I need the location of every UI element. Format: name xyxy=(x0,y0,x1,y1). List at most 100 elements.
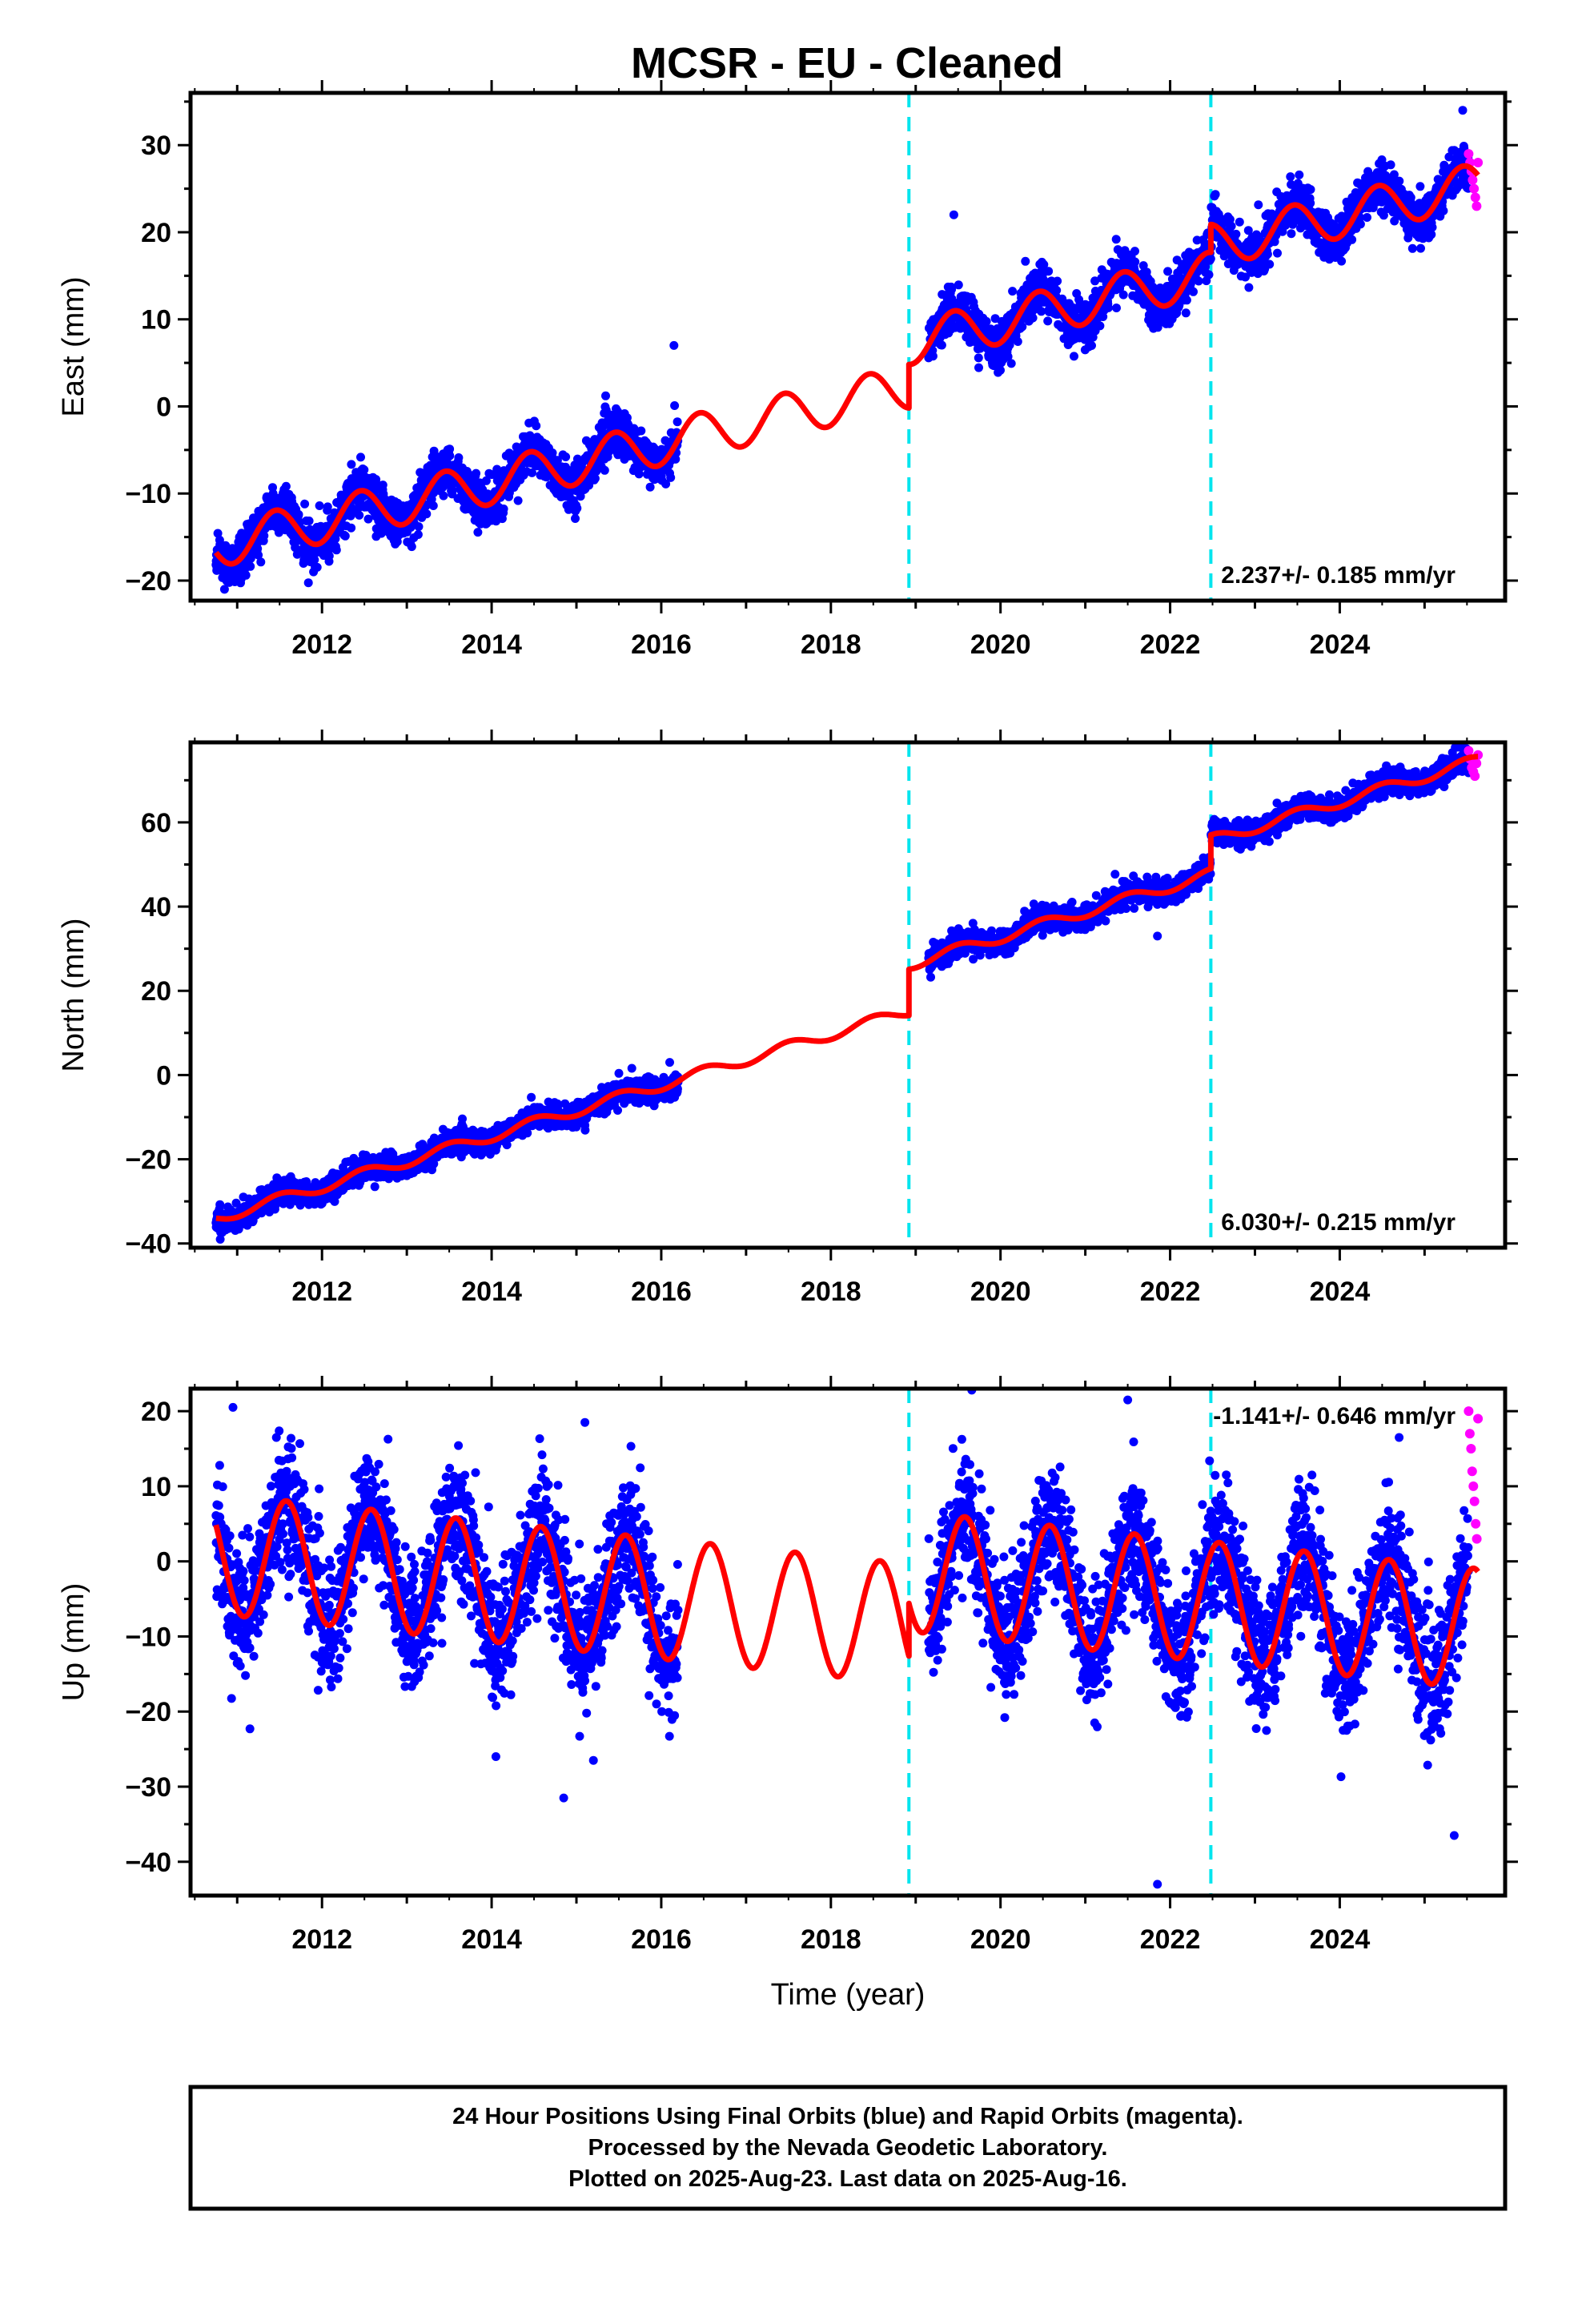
x-tick-label: 2018 xyxy=(801,629,861,660)
x-tick-label: 2016 xyxy=(631,629,692,660)
data-point xyxy=(315,501,324,510)
data-point xyxy=(1355,219,1365,229)
data-point xyxy=(1103,303,1113,312)
outlier-point xyxy=(309,567,319,577)
data-point xyxy=(532,421,541,431)
data-point xyxy=(513,496,523,505)
data-point xyxy=(937,340,946,350)
data-point xyxy=(303,578,313,588)
rapid-point xyxy=(1473,158,1484,167)
data-point xyxy=(473,528,483,537)
outlier-point xyxy=(669,340,679,350)
data-point xyxy=(1006,359,1016,368)
rapid-point xyxy=(1464,149,1474,159)
data-point xyxy=(256,557,266,567)
data-point xyxy=(363,514,373,524)
data-point xyxy=(590,474,600,483)
data-point xyxy=(304,517,314,525)
data-point xyxy=(561,452,571,461)
data-point xyxy=(1407,243,1417,253)
data-point xyxy=(472,468,481,478)
data-point xyxy=(1021,256,1030,266)
data-point xyxy=(213,529,223,538)
data-point xyxy=(1347,235,1357,244)
data-point xyxy=(636,426,646,436)
rapid-point xyxy=(1470,192,1480,203)
data-point xyxy=(1189,287,1198,296)
data-point xyxy=(1095,321,1105,331)
data-point xyxy=(499,505,508,513)
data-point xyxy=(1130,247,1139,256)
data-point xyxy=(445,451,455,460)
data-point xyxy=(1415,182,1425,191)
data-point xyxy=(1416,243,1425,253)
data-point xyxy=(294,509,303,519)
data-point xyxy=(324,551,334,561)
outlier-point xyxy=(1458,106,1468,115)
data-point xyxy=(572,504,582,513)
data-point xyxy=(407,542,416,552)
data-point xyxy=(1406,193,1415,203)
y-axis-label: East (mm) xyxy=(57,276,90,416)
data-point xyxy=(928,352,938,361)
outlier-point xyxy=(949,210,958,219)
data-point xyxy=(347,523,356,533)
data-point xyxy=(331,545,341,555)
data-point xyxy=(253,544,263,553)
final-orbit-points xyxy=(211,106,1473,594)
data-point xyxy=(356,452,365,462)
data-point xyxy=(982,316,991,326)
data-point xyxy=(1227,221,1236,231)
rapid-point xyxy=(1472,201,1482,211)
data-point xyxy=(1211,190,1220,199)
data-point xyxy=(571,514,580,523)
x-tick-label: 2024 xyxy=(1310,629,1371,660)
data-point xyxy=(1028,313,1038,323)
data-point xyxy=(548,448,557,457)
data-point xyxy=(1052,286,1062,295)
data-point xyxy=(1235,217,1244,227)
data-point xyxy=(259,531,269,541)
data-point xyxy=(355,510,364,520)
data-point xyxy=(974,363,983,372)
data-point xyxy=(1112,304,1121,312)
data-point xyxy=(378,480,387,490)
y-tick-label: 20 xyxy=(141,218,171,248)
data-point xyxy=(1206,254,1215,263)
data-point xyxy=(1130,257,1140,267)
data-point xyxy=(670,401,680,410)
data-point xyxy=(1363,213,1371,222)
y-tick-label: −20 xyxy=(125,566,171,597)
data-point xyxy=(645,482,655,492)
data-point xyxy=(1111,235,1121,244)
outlier-point xyxy=(219,585,229,594)
data-point xyxy=(300,499,310,509)
data-point xyxy=(359,465,369,475)
data-point xyxy=(246,561,255,571)
data-point xyxy=(310,555,319,565)
x-tick-label: 2012 xyxy=(291,629,352,660)
data-point xyxy=(996,365,1005,375)
y-tick-label: 0 xyxy=(156,392,171,422)
x-tick-label: 2020 xyxy=(970,629,1031,660)
data-point xyxy=(1087,341,1096,350)
data-point xyxy=(673,417,682,427)
data-point xyxy=(323,502,332,512)
data-point xyxy=(254,550,263,560)
y-tick-label: 10 xyxy=(141,305,171,336)
data-point xyxy=(1044,267,1054,276)
data-point xyxy=(600,465,609,475)
data-point xyxy=(1194,276,1203,286)
data-point xyxy=(601,391,610,400)
plot-area xyxy=(211,742,1484,1248)
data-point xyxy=(241,570,251,580)
data-point xyxy=(428,501,438,510)
data-point xyxy=(1295,170,1304,179)
data-point xyxy=(666,472,676,482)
data-point xyxy=(1163,267,1173,276)
data-point xyxy=(1118,290,1128,300)
data-point xyxy=(1013,337,1022,346)
data-point xyxy=(414,522,424,532)
